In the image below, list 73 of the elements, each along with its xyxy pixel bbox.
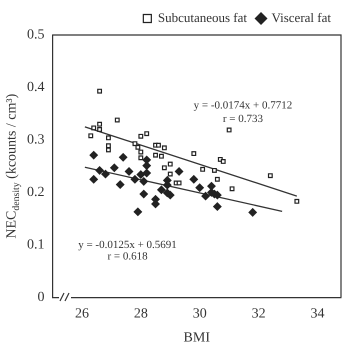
annotation: y = -0.0174x + 0.7712 [194,100,292,112]
point [138,150,144,154]
point [110,164,119,172]
point [157,186,166,194]
point [91,125,96,130]
point [101,170,110,178]
point [200,166,206,172]
point [162,165,167,170]
x-tick-label: 26 [74,306,89,322]
point [144,131,150,136]
point [134,208,142,216]
point [140,177,148,186]
y-tick-label: 0.5 [27,28,44,43]
point [97,88,102,94]
point [230,186,235,192]
x-tick-label: 28 [134,306,148,322]
y-tick-label: 0.2 [27,185,44,200]
point [90,175,98,184]
point [114,118,120,122]
y-axis-title: NECdensity (kcounts / cm³) [4,93,22,239]
point [294,198,300,204]
point [153,152,158,158]
point [138,134,144,139]
y-tick-label: 0.1 [27,238,44,253]
point [158,154,164,159]
annotation: r = 0.733 [222,112,264,125]
point [88,133,94,138]
point [106,147,111,152]
x-tick-label: 30 [192,306,207,322]
point [195,184,204,192]
x-axis-title: BMI [184,330,210,346]
point [268,173,273,178]
point [135,144,140,150]
point [132,141,138,146]
point [106,143,111,148]
point [168,172,173,177]
point [191,151,196,156]
point [214,176,220,182]
point [207,182,216,190]
point [90,150,98,160]
annotation: y = -0.0125x + 0.5691 [78,238,177,251]
point [118,153,128,162]
point [168,162,173,167]
point [142,168,151,178]
point [97,127,102,132]
point [162,145,167,150]
y-tick-label: 0 [38,290,44,306]
point [176,180,182,186]
point [136,170,146,179]
y-tick-label: 0.3 [27,132,44,148]
point [130,175,140,184]
point [201,192,210,200]
point [156,142,161,148]
legend-label: Subcutaneous fat [158,10,248,25]
point [106,135,111,140]
x-tick-label: 34 [310,306,324,322]
legend-label: Visceral fat [272,10,332,25]
point [212,168,217,173]
point [95,166,104,175]
point [124,167,134,176]
point [190,175,198,184]
point [97,122,102,127]
point [220,159,226,164]
y-tick-label: 0.4 [27,80,44,96]
annotation: r = 0.618 [107,250,148,263]
point [116,180,124,189]
point [174,167,184,176]
point [248,208,257,217]
point [138,155,144,160]
point [226,128,232,132]
x-tick-label: 32 [252,306,266,322]
point [213,202,222,211]
point [140,190,148,198]
